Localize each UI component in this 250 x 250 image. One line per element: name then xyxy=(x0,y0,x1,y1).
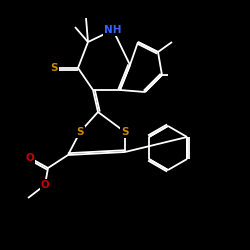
Text: O: O xyxy=(40,180,50,190)
Text: S: S xyxy=(50,63,58,73)
Text: O: O xyxy=(26,153,34,163)
Text: S: S xyxy=(76,127,84,137)
Text: NH: NH xyxy=(104,25,122,35)
Text: S: S xyxy=(121,127,129,137)
